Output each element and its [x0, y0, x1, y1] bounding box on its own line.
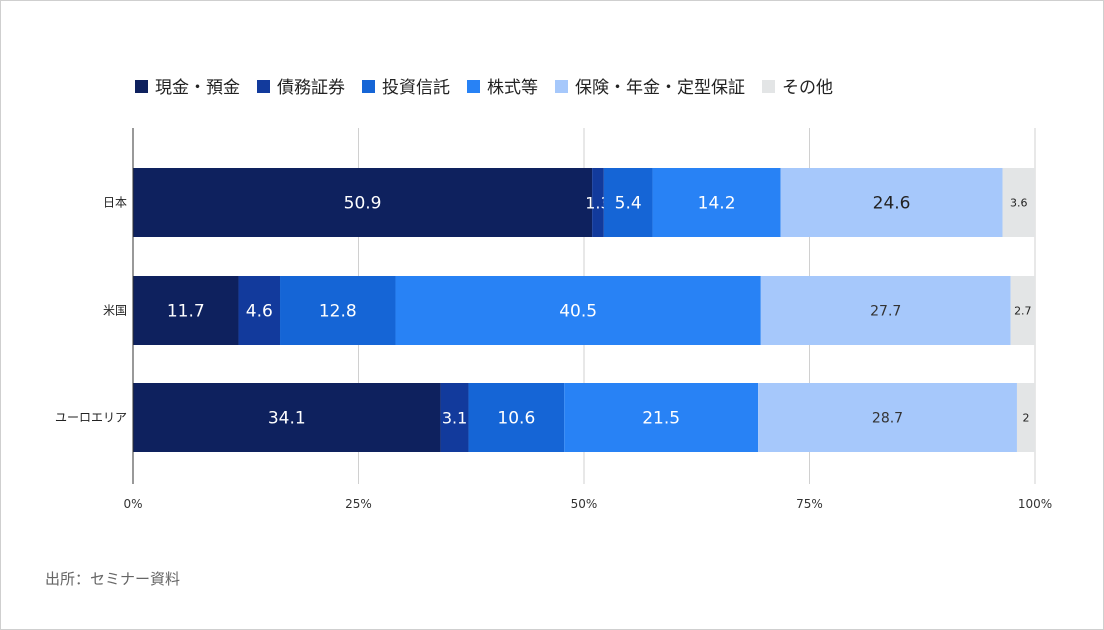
data-label: 50.9 — [344, 194, 382, 214]
legend-swatch — [762, 80, 775, 93]
bar-segment — [1002, 168, 1035, 237]
bar-segment — [440, 383, 469, 452]
bar-segment — [758, 383, 1017, 452]
legend-swatch — [467, 80, 480, 93]
category-label: 日本 — [103, 196, 127, 210]
bar-segment — [603, 168, 653, 237]
x-tick-label: 50% — [571, 497, 598, 511]
data-label: 34.1 — [268, 409, 306, 429]
bar-segment — [780, 168, 1003, 237]
bar-segment — [280, 276, 396, 345]
x-tick-label: 75% — [796, 497, 823, 511]
data-label: 4.6 — [246, 302, 273, 322]
bar-segment — [760, 276, 1011, 345]
legend-label: 現金・預金 — [155, 78, 240, 98]
legend-label: 投資信託 — [382, 78, 450, 98]
bar-segment — [133, 383, 441, 452]
x-tick-label: 100% — [1018, 497, 1052, 511]
data-label: 27.7 — [870, 304, 901, 320]
data-label: 21.5 — [642, 409, 680, 429]
data-label: 3.1 — [442, 408, 467, 427]
legend-label: 株式等 — [487, 78, 538, 98]
data-label: 2 — [1022, 411, 1029, 424]
bar-segment — [1010, 276, 1035, 345]
bars: 50.9 1.3 5.4 14.2 24.6 3.611.7 4.6 12.8 40.5 27.7… — [133, 168, 1035, 452]
x-tick-label: 25% — [345, 497, 372, 511]
source-note: 出所：セミナー資料 — [45, 570, 181, 588]
data-label: 24.6 — [873, 194, 911, 214]
legend-label: 保険・年金・定型保証 — [575, 78, 745, 98]
legend-swatch — [257, 80, 270, 93]
legend: 現金・預金 債務証券 投資信託 株式等 保険・年金・定型保証 その他 — [135, 78, 833, 98]
bar-segment — [238, 276, 281, 345]
legend-swatch — [135, 80, 148, 93]
legend-label: その他 — [782, 78, 833, 98]
bar-segment — [592, 168, 604, 237]
bar-segment — [395, 276, 761, 345]
legend-label: 債務証券 — [277, 78, 345, 98]
bar-segment — [468, 383, 565, 452]
data-label: 11.7 — [167, 302, 205, 322]
data-label: 12.8 — [319, 302, 357, 322]
legend-swatch — [555, 80, 568, 93]
category-label: 米国 — [103, 304, 127, 318]
legend-swatch — [362, 80, 375, 93]
data-label: 3.6 — [1010, 196, 1028, 209]
data-label: 5.4 — [615, 194, 642, 214]
data-label: 14.2 — [698, 194, 736, 214]
category-label: ユーロエリア — [55, 411, 127, 425]
data-label: 40.5 — [559, 302, 597, 322]
bar-segment — [652, 168, 781, 237]
bar-segment — [133, 276, 239, 345]
data-label: 2.7 — [1014, 304, 1032, 317]
bar-segment — [1016, 383, 1035, 452]
data-label: 28.7 — [872, 411, 903, 427]
data-label: 10.6 — [497, 409, 535, 429]
bar-segment — [133, 168, 593, 237]
x-tick-label: 0% — [123, 497, 142, 511]
bar-segment — [564, 383, 759, 452]
